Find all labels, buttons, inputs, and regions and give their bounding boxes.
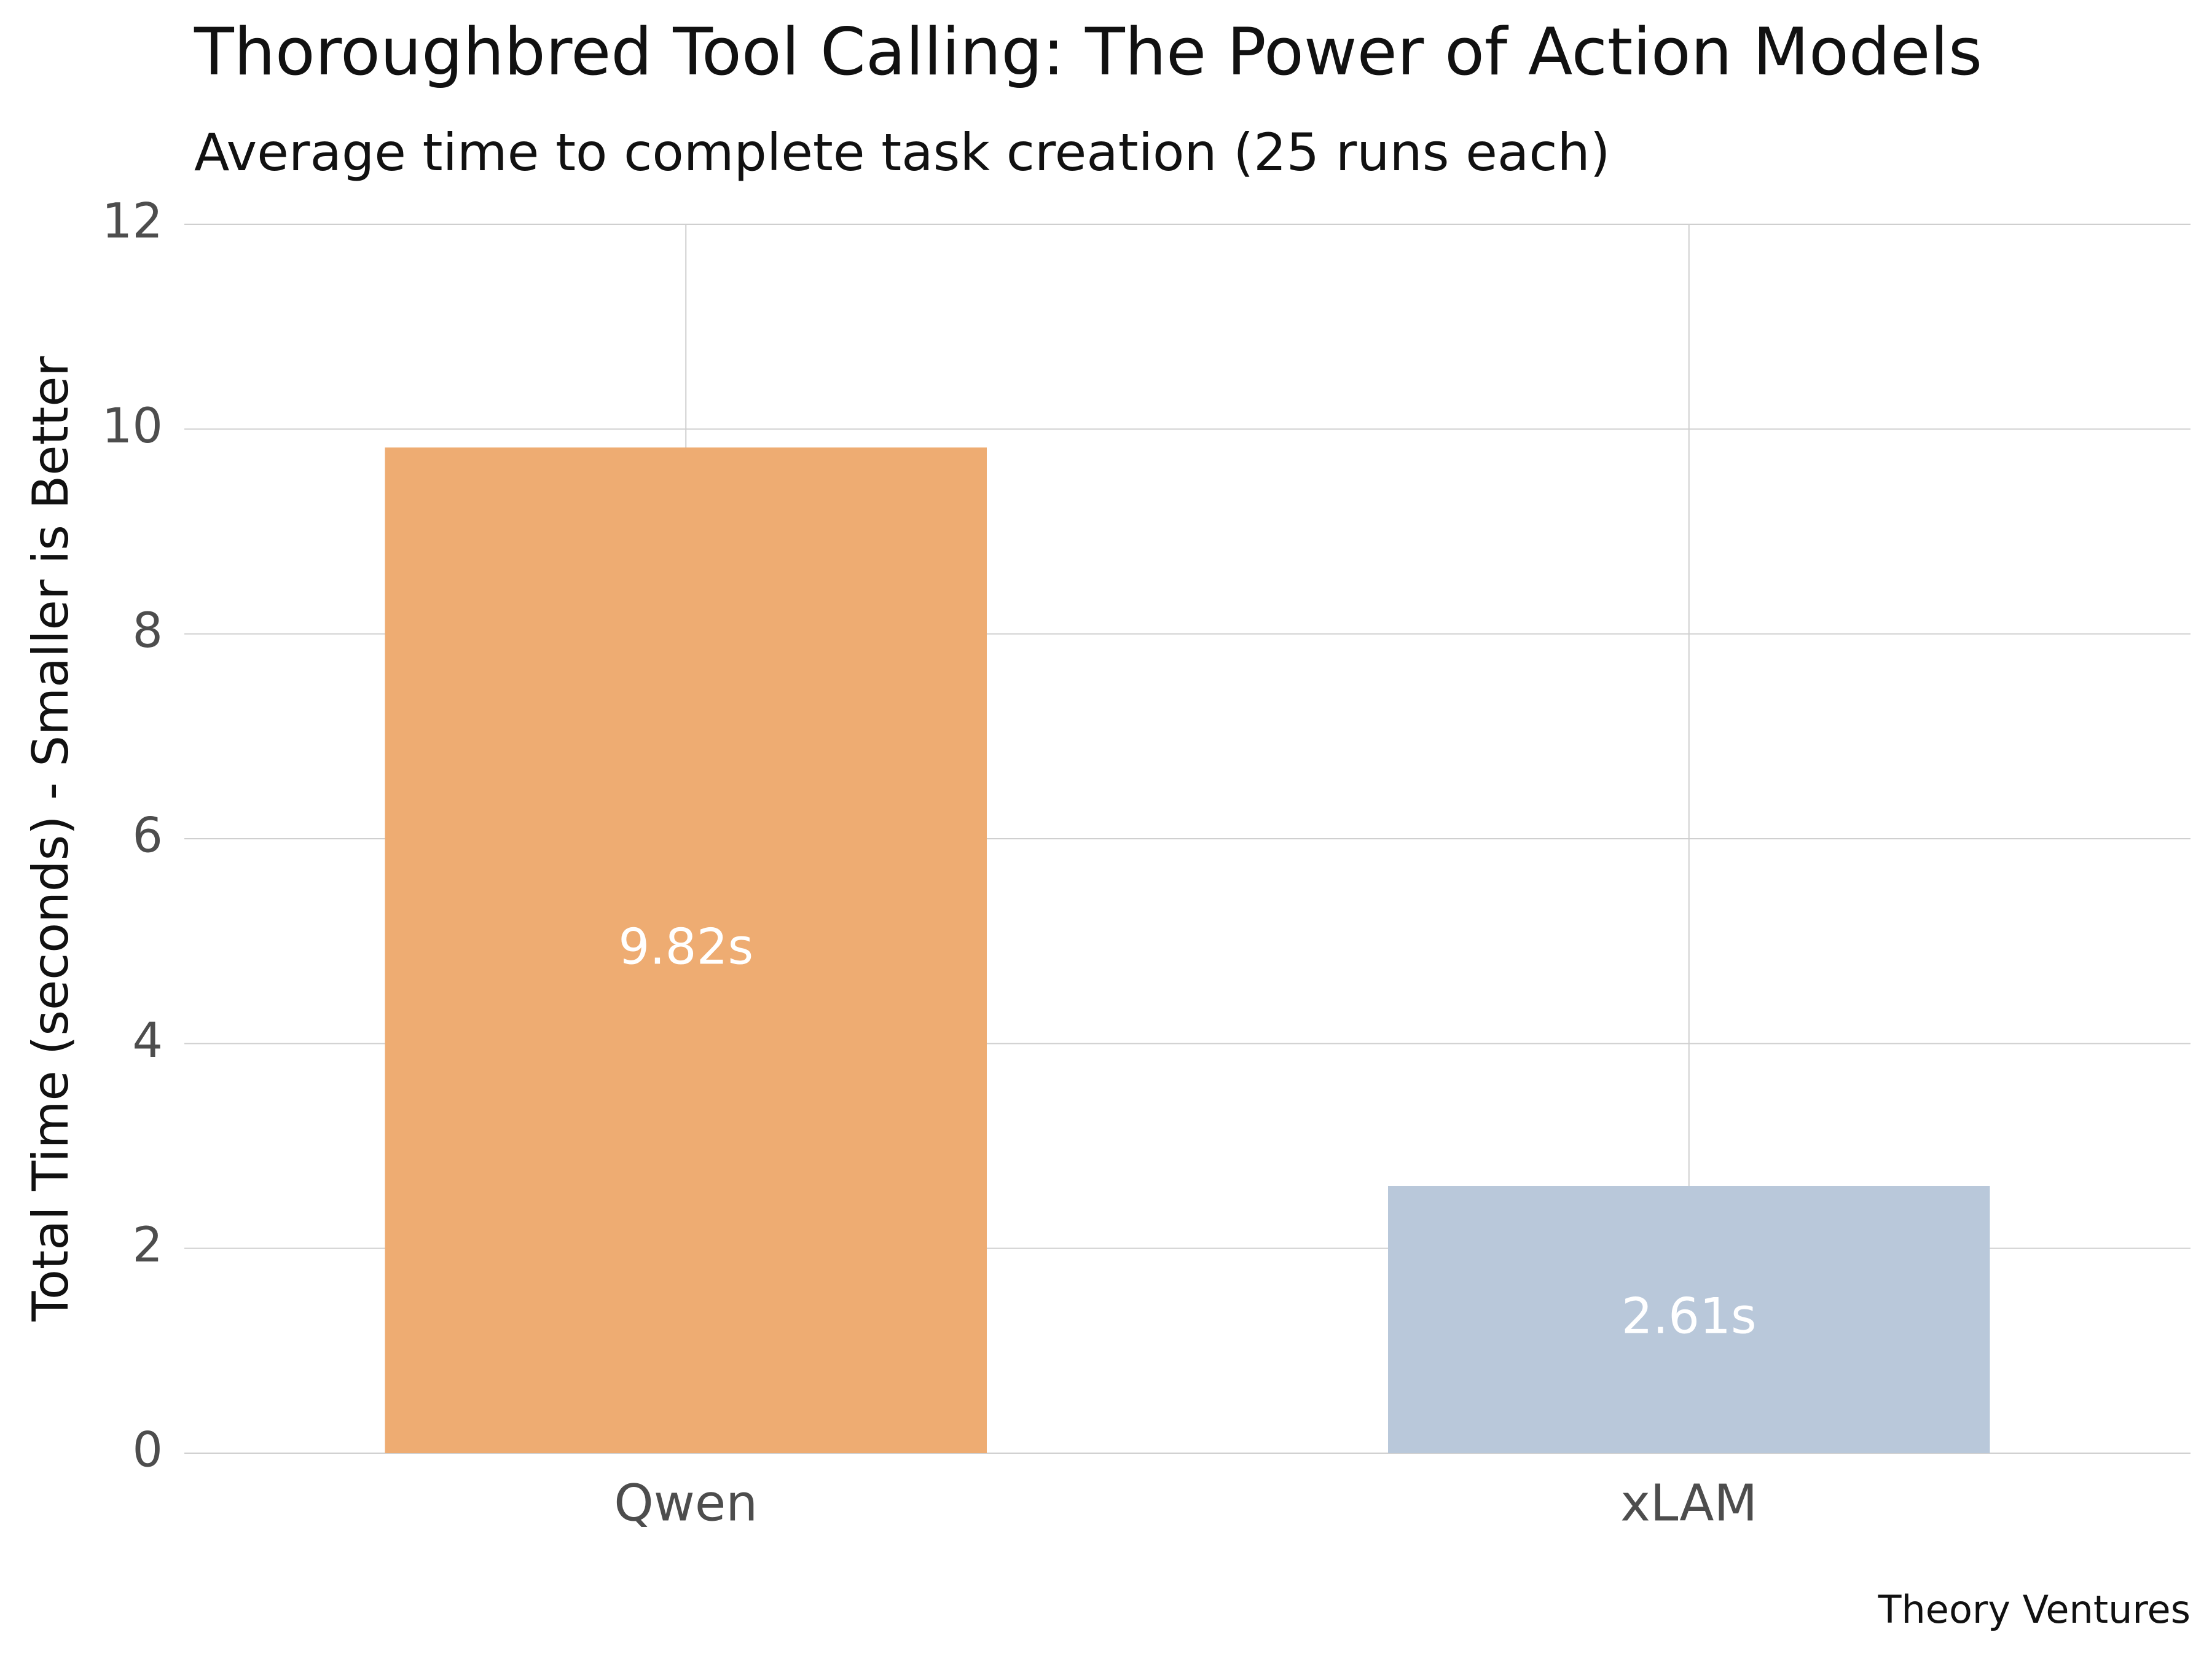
chart-subtitle: Average time to complete task creation (… (194, 122, 1610, 182)
y-tick-label: 12 (102, 194, 163, 249)
chart-title: Thoroughbred Tool Calling: The Power of … (194, 14, 1982, 90)
y-tick-label: 0 (132, 1422, 163, 1478)
x-tick-label: Qwen (614, 1474, 758, 1532)
value-label: 9.82s (618, 919, 753, 976)
bar (385, 447, 987, 1454)
y-tick-label: 2 (132, 1218, 163, 1273)
y-tick-label: 10 (102, 399, 163, 454)
caption: Theory Ventures (1878, 1587, 2190, 1632)
y-tick-label: 4 (132, 1013, 163, 1069)
y-tick-label: 6 (132, 808, 163, 863)
y-axis-label: Total Time (seconds) - Smaller is Better (22, 356, 79, 1322)
y-tick-label: 8 (132, 603, 163, 659)
value-label: 2.61s (1622, 1287, 1757, 1344)
bar (1388, 1186, 1990, 1453)
x-tick-label: xLAM (1620, 1474, 1757, 1532)
